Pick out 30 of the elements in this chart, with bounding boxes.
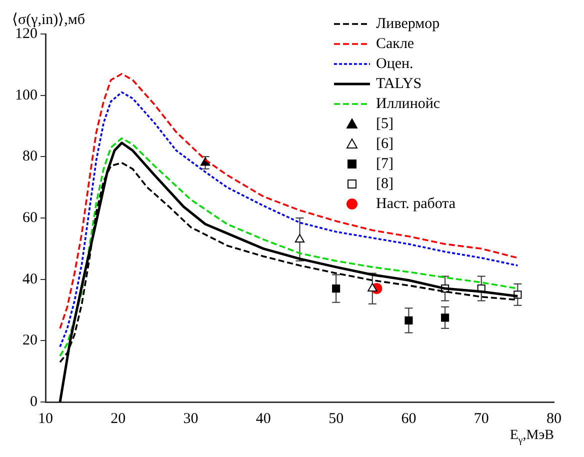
point [294,234,305,242]
y-tick-label: 20 [22,332,38,349]
legend-label: TALYS [376,76,422,92]
x-tick-label: 10 [38,410,53,427]
y-tick-label: 100 [15,87,38,104]
legend-label: Иллинойс [376,96,440,112]
legend-label: Наст. работа [376,196,456,212]
x-tick-label: 50 [328,410,344,427]
legend-label: Ливермор [376,16,440,32]
legend-label: [7] [376,156,394,172]
y-tick-label: 80 [22,148,38,165]
x-tick-label: 80 [546,410,562,427]
point [332,284,340,293]
x-tick-label: 70 [474,410,489,427]
x-tick-label: 60 [401,410,416,427]
x-tick-label: 30 [183,410,198,427]
x-tick-label: 20 [110,410,126,427]
legend-label: Оцен. [376,56,414,72]
legend-label: [6] [376,136,394,152]
point [441,314,450,322]
legend-label: [8] [376,176,394,192]
y-tick-label: 40 [22,271,38,288]
legend-label: Сакле [376,36,414,52]
legend-label: [5] [376,116,394,132]
point [368,283,378,292]
y-tick-label: 0 [30,394,38,410]
y-axis-title: ⟨σ(γ,in)⟩,мб [12,12,86,28]
x-tick-label: 40 [256,410,271,427]
y-tick-label: 60 [22,210,38,226]
point [404,316,413,324]
